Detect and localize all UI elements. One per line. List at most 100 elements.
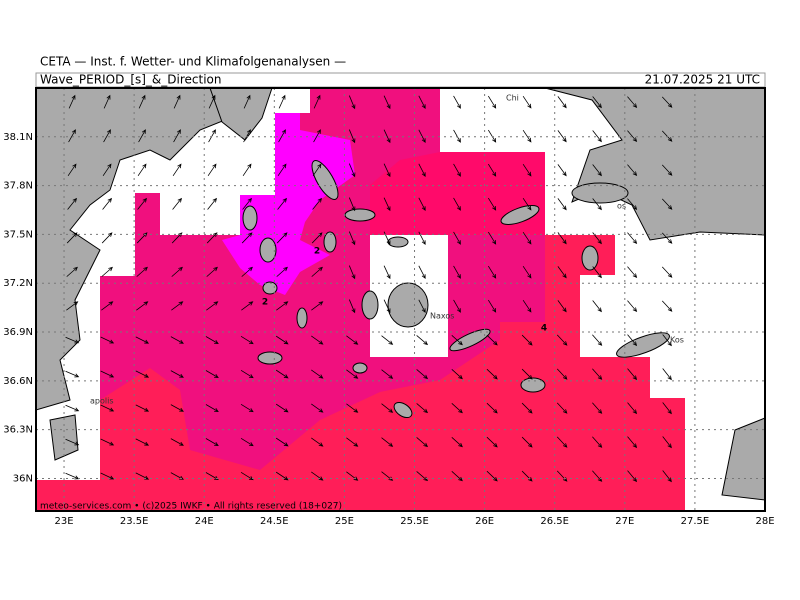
arrow (383, 265, 391, 280)
place-name: Kos (670, 336, 684, 345)
arrow (486, 368, 498, 380)
arrow (278, 129, 286, 143)
arrow (240, 403, 254, 413)
arrow (381, 403, 394, 413)
arrow (557, 164, 567, 177)
arrow (138, 129, 146, 143)
arrow (240, 369, 254, 379)
arrow (451, 471, 463, 482)
arrow (453, 265, 461, 279)
place-name: Naxos (430, 312, 454, 321)
arrow (627, 368, 638, 381)
arrow (557, 130, 567, 143)
arrow (522, 299, 532, 313)
arrow (522, 163, 532, 177)
arrow (451, 335, 463, 346)
contour-label: 2 (262, 298, 268, 308)
arrow (522, 197, 532, 211)
arrow (556, 368, 568, 380)
arrow (278, 94, 286, 109)
lon-tick-label: 28E (755, 516, 774, 527)
arrow (348, 129, 356, 144)
lon-tick-label: 23.5E (120, 516, 149, 527)
arrow (138, 94, 146, 109)
arrow (627, 232, 638, 245)
arrow (171, 266, 183, 277)
arrow (136, 266, 148, 277)
arrow (311, 301, 324, 311)
footer: meteo-services.com • (c)2025 IWKF • All … (40, 502, 342, 512)
arrow (383, 231, 391, 246)
arrow (206, 232, 218, 244)
arrow (243, 94, 251, 109)
arrow (66, 266, 78, 277)
arrow (418, 163, 426, 178)
arrow (486, 436, 498, 448)
institute: CETA — Inst. f. Wetter- und Klimafolgena… (40, 55, 346, 69)
arrow (205, 404, 219, 412)
lat-tick-label: 38.1N (3, 132, 33, 143)
arrow (416, 335, 429, 346)
arrow (137, 197, 147, 210)
lon-tick-label: 24.5E (260, 516, 289, 527)
lat-tick-label: 36.6N (3, 376, 33, 387)
arrow (453, 231, 461, 245)
lat-tick-label: 36N (13, 473, 33, 484)
arrow (311, 471, 324, 481)
arrow (173, 94, 181, 109)
valid-time: 21.07.2025 21 UTC (645, 73, 760, 87)
arrow (348, 265, 356, 280)
arrow (68, 94, 76, 109)
arrow (170, 438, 184, 446)
arrow (661, 164, 673, 176)
arrow (592, 130, 602, 143)
arrow (207, 197, 217, 210)
arrow (662, 436, 672, 449)
arrow (627, 96, 638, 109)
arrow (592, 300, 602, 313)
arrow (661, 266, 673, 278)
arrow (102, 197, 112, 210)
arrow (556, 334, 568, 346)
arrow (556, 402, 568, 414)
arrow (346, 369, 359, 379)
arrow (276, 232, 288, 244)
arrow (381, 369, 394, 379)
arrow (451, 437, 463, 448)
arrow (416, 369, 429, 380)
arrow (205, 438, 219, 446)
arrow (277, 197, 287, 210)
arrow (592, 266, 602, 279)
arrow (627, 198, 638, 211)
place-name: apolis (90, 397, 114, 406)
arrow (135, 404, 150, 412)
arrow (486, 470, 498, 482)
arrow (276, 266, 288, 277)
arrow (487, 95, 497, 109)
arrow (275, 369, 289, 379)
arrow (277, 163, 287, 177)
arrow (100, 404, 115, 412)
lat-tick-label: 36.3N (3, 425, 33, 436)
arrow (67, 163, 77, 177)
arrow (241, 232, 253, 244)
lat-tick-label: 37.2N (3, 278, 33, 289)
arrow (170, 404, 184, 412)
arrow (66, 232, 78, 244)
arrow (451, 369, 463, 380)
arrow (521, 436, 533, 448)
arrow (521, 402, 533, 414)
arrow (242, 197, 252, 210)
arrow (275, 403, 289, 413)
arrow (348, 231, 356, 246)
arrow (416, 403, 429, 414)
arrow (311, 335, 324, 345)
arrow (313, 94, 321, 109)
arrow (348, 299, 356, 314)
arrow (627, 436, 638, 449)
arrow (418, 197, 426, 212)
arrow (383, 129, 391, 144)
arrow (312, 163, 322, 177)
arrow (240, 471, 254, 481)
